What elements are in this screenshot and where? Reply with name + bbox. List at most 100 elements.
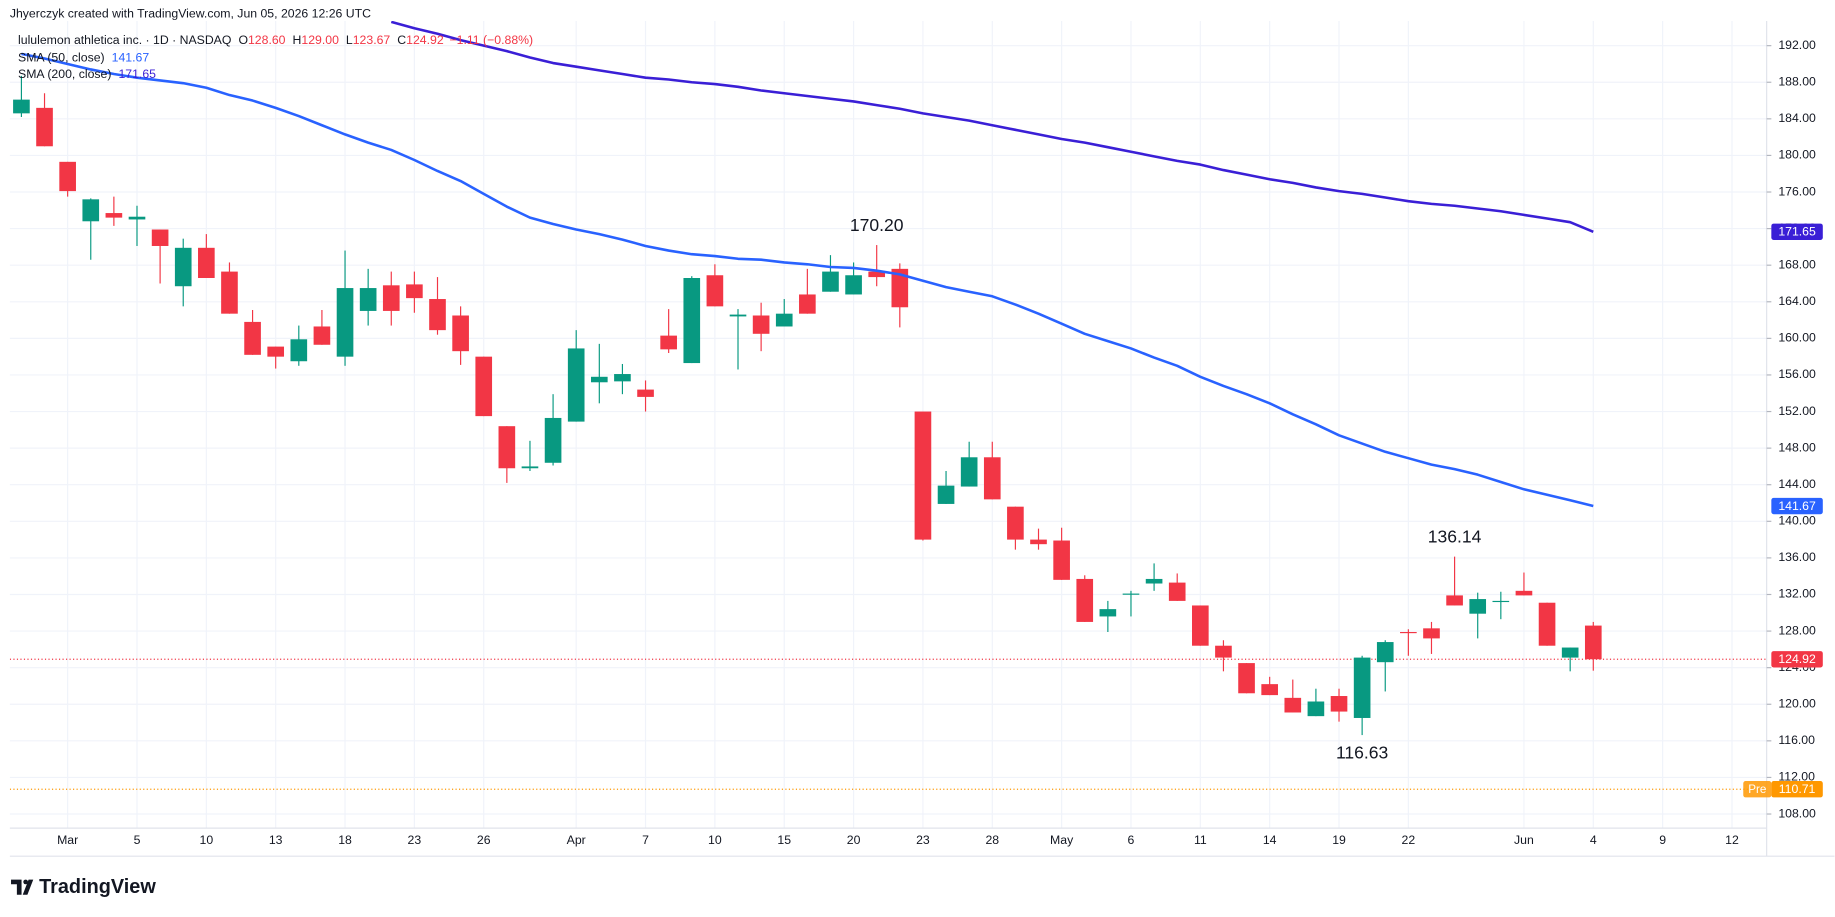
candle-body (1330, 696, 1348, 712)
candle-body (290, 339, 308, 362)
sma-price-label: 141.67 (1778, 499, 1816, 513)
sma-price-box (1771, 497, 1823, 515)
candle-body (799, 294, 816, 314)
candle-body (1561, 647, 1579, 658)
y-tick-label: 156.00 (1778, 367, 1816, 381)
candle-body (1284, 697, 1302, 713)
logo-text: TradingView (39, 876, 156, 898)
candle-body (475, 356, 493, 417)
candle-body (729, 314, 747, 317)
y-tick-label: 112.00 (1778, 770, 1815, 784)
candle-body (359, 288, 377, 311)
candle-body (1584, 625, 1602, 660)
y-tick-label: 144.00 (1778, 477, 1816, 491)
x-tick-label: 10 (708, 833, 722, 847)
candle-body (1145, 578, 1163, 584)
candle-body (1376, 642, 1394, 663)
candle-body (36, 107, 53, 147)
y-tick-label: 132.00 (1778, 587, 1816, 601)
candle-body (1238, 663, 1255, 694)
premarket-tag-label: Pre (1748, 783, 1766, 796)
y-tick-label: 120.00 (1778, 697, 1816, 711)
candle-body (221, 271, 238, 314)
candle-body (1492, 600, 1510, 603)
x-tick-label: 18 (338, 833, 352, 847)
logo: TradingView (11, 876, 156, 898)
x-tick-label: 13 (269, 833, 283, 847)
logo-icon (11, 879, 34, 895)
x-tick-label: 4 (1590, 833, 1597, 847)
candle-body (845, 275, 862, 295)
y-tick-label: 148.00 (1778, 440, 1816, 454)
y-tick-label: 140.00 (1778, 514, 1816, 528)
x-tick-label: 23 (916, 833, 930, 847)
candle-body (1446, 595, 1463, 606)
premarket-price-box (1771, 781, 1823, 798)
x-tick-label: 26 (477, 833, 491, 847)
candle-body (128, 216, 146, 220)
candle-body (914, 411, 932, 540)
candle-body (174, 247, 192, 287)
candle-body (406, 284, 423, 299)
premarket-price-label: 110.71 (1779, 782, 1816, 796)
sma-legend: SMA (50, close) 141.67 (18, 51, 149, 65)
candle-body (267, 346, 285, 357)
candle-body (1423, 628, 1440, 639)
legend: lululemon athletica inc. · 1D · NASDAQ O1… (18, 33, 533, 81)
sma-legend: SMA (200, close) 171.65 (18, 67, 156, 81)
sma-legend-value: 141.67 (112, 51, 150, 65)
candle-body (151, 229, 169, 246)
sma-legend-name: SMA (50, close) (18, 51, 105, 65)
ohlc-key: L (346, 33, 353, 47)
header-text: Jhyerczyk created with TradingView.com, … (10, 6, 371, 20)
y-tick-label: 188.00 (1778, 74, 1816, 88)
candle-body (313, 326, 331, 345)
candle-body (198, 247, 215, 278)
candle-body (429, 299, 446, 331)
y-tick-label: 160.00 (1778, 331, 1816, 345)
y-tick-label: 168.00 (1778, 257, 1816, 271)
x-tick-label: 5 (134, 833, 141, 847)
y-tick-label: 192.00 (1778, 38, 1816, 52)
last-price-box (1771, 651, 1823, 668)
candle-body (521, 466, 539, 469)
candle-body (891, 268, 909, 308)
x-tick-label: 9 (1659, 833, 1666, 847)
x-tick-label: May (1050, 833, 1074, 847)
x-tick-label: 6 (1128, 833, 1135, 847)
candle-body (382, 285, 400, 311)
sma-legend-value: 171.65 (118, 67, 156, 81)
candle-body (1353, 657, 1371, 718)
grid-layer (9, 21, 1767, 829)
candle-body (1307, 701, 1325, 717)
x-tick-label: Mar (57, 833, 78, 847)
candle-body (614, 374, 631, 382)
x-tick-label: 10 (200, 833, 214, 847)
ohlc-key: O (238, 33, 248, 47)
candle-body (59, 161, 76, 192)
candle-body (1099, 609, 1117, 617)
sma-legend-name: SMA (200, close) (18, 67, 111, 81)
axis-layer: 108.00112.00116.00120.00124.00128.00132.… (9, 21, 1835, 857)
candle-body (1030, 539, 1047, 545)
candle-body (567, 348, 585, 422)
sma-line (390, 21, 1594, 233)
premarket-tag (1743, 781, 1772, 798)
ohlc-key: C (397, 33, 406, 47)
candle-body (1215, 645, 1232, 658)
change-value: −1.11 (−0.88%) (449, 33, 533, 47)
candle-body (13, 99, 30, 114)
candle-body (960, 457, 978, 487)
extreme-label: 170.20 (850, 215, 904, 235)
x-tick-label: 7 (642, 833, 649, 847)
x-tick-label: 19 (1332, 833, 1346, 847)
y-tick-label: 184.00 (1778, 111, 1816, 125)
y-tick-label: 164.00 (1778, 294, 1816, 308)
candle-body (105, 213, 123, 218)
candle-body (82, 199, 100, 222)
last-price-label: 124.92 (1778, 652, 1816, 666)
extreme-label: 136.14 (1428, 527, 1482, 547)
ohlc-value: 128.60 (248, 33, 286, 47)
x-tick-label: 22 (1402, 833, 1416, 847)
y-tick-label: 108.00 (1778, 806, 1816, 820)
